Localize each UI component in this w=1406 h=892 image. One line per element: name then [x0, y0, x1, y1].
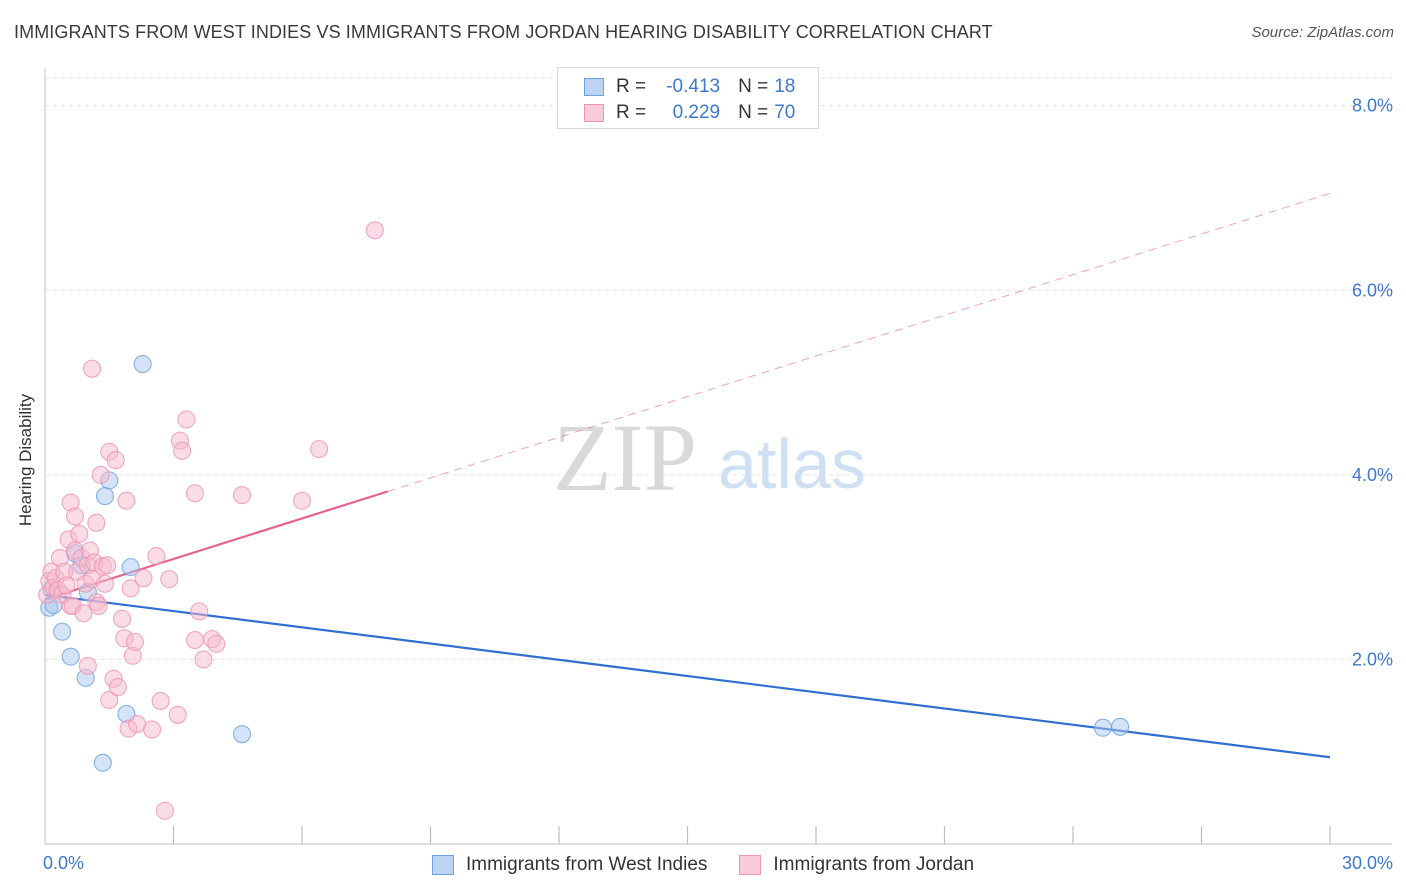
jordan-point	[160, 570, 179, 589]
legend-swatch-pink	[739, 855, 762, 875]
west-indies-point	[121, 558, 140, 577]
chart-title: IMMIGRANTS FROM WEST INDIES VS IMMIGRANT…	[14, 22, 993, 42]
r-value: -0.413	[666, 76, 721, 97]
axes	[44, 68, 1392, 845]
jordan-point	[57, 576, 76, 595]
stats-legend: R = -0.413 N = 18 R = 0.229 N = 70	[557, 67, 819, 129]
jordan-point	[190, 602, 209, 621]
n-value: 70	[774, 102, 796, 123]
jordan-point	[87, 513, 106, 532]
series-legend: Immigrants from West Indies Immigrants f…	[0, 852, 1406, 878]
jordan-point	[78, 656, 97, 675]
legend-label-west-indies: Immigrants from West Indies	[465, 854, 708, 875]
jordan-point	[310, 439, 329, 459]
jordan-point	[121, 579, 140, 598]
jordan-point	[89, 596, 108, 615]
legend-swatch-pink	[584, 104, 604, 122]
y-tick-label: 2.0%	[1352, 649, 1393, 669]
jordan-point	[232, 486, 252, 505]
west-indies-point	[133, 355, 152, 374]
n-label: N =	[738, 102, 769, 123]
jordan-point	[125, 632, 144, 651]
legend-item-jordan: Immigrants from Jordan	[739, 854, 974, 876]
jordan-point	[83, 359, 102, 378]
jordan-point	[134, 569, 153, 588]
y-tick-label: 4.0%	[1352, 465, 1393, 485]
jordan-point	[147, 547, 166, 566]
west-indies-point	[1093, 718, 1113, 737]
legend-label-jordan: Immigrants from Jordan	[773, 854, 975, 875]
jordan-point	[185, 630, 204, 650]
west-indies-point	[93, 753, 112, 772]
jordan-point	[207, 634, 226, 653]
jordan-point	[117, 491, 136, 510]
west-indies-point	[61, 647, 80, 666]
jordan-point	[74, 604, 93, 623]
jordan-point	[185, 484, 204, 503]
tick-labels: 2.0% 4.0% 6.0% 8.0% 0.0% 30.0%	[43, 96, 1393, 873]
jordan-point	[365, 221, 384, 240]
stats-legend-row-jordan: R = 0.229 N = 70	[558, 100, 810, 126]
y-tick-label: 8.0%	[1352, 96, 1393, 116]
x-tick-label: 30.0%	[1342, 853, 1393, 873]
stats-legend-row-west-indies: R = -0.413 N = 18	[558, 74, 810, 100]
jordan-trend-extension	[387, 192, 1331, 492]
jordan-point	[151, 691, 170, 711]
jordan-point	[292, 491, 312, 510]
n-value: 18	[774, 76, 796, 97]
x-tick-label: 0.0%	[43, 853, 84, 873]
n-label: N =	[738, 76, 769, 97]
jordan-point	[108, 678, 127, 697]
west-indies-point	[232, 725, 252, 744]
data-points	[38, 221, 1130, 820]
jordan-point	[95, 574, 115, 593]
gridlines	[45, 77, 1392, 660]
jordan-point	[113, 609, 132, 628]
jordan-point	[100, 690, 119, 710]
jordan-point	[155, 801, 174, 820]
legend-item-west-indies: Immigrants from West Indies	[431, 854, 708, 876]
west-indies-point	[53, 622, 72, 641]
jordan-point	[65, 507, 85, 526]
jordan-point	[173, 441, 192, 460]
watermark-atlas: atlas	[718, 425, 866, 503]
watermark: ZIP atlas	[553, 404, 866, 511]
west-indies-point	[95, 487, 115, 506]
jordan-point	[98, 556, 117, 575]
jordan-point	[194, 650, 213, 669]
legend-swatch-blue	[584, 78, 604, 96]
jordan-point	[128, 714, 147, 734]
jordan-point	[177, 410, 196, 429]
r-label: R =	[616, 76, 647, 97]
jordan-point	[106, 451, 125, 470]
jordan-point	[70, 524, 89, 543]
source-label: Source: ZipAtlas.com	[1251, 24, 1394, 41]
legend-swatch-blue	[431, 855, 454, 875]
r-label: R =	[616, 102, 647, 123]
jordan-point	[168, 705, 187, 724]
jordan-point	[91, 465, 110, 484]
y-tick-label: 6.0%	[1352, 280, 1393, 300]
west-indies-point	[1111, 717, 1130, 736]
watermark-zip: ZIP	[553, 404, 697, 511]
jordan-point	[143, 720, 162, 739]
r-value: 0.229	[672, 102, 721, 123]
